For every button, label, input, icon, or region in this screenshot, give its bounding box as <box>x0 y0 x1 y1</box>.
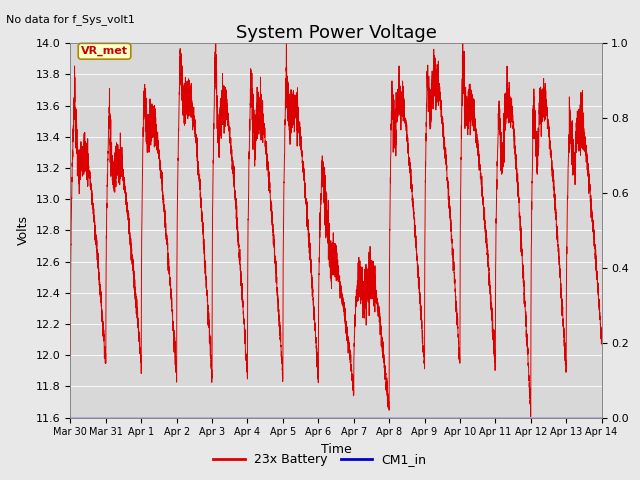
Legend: 23x Battery, CM1_in: 23x Battery, CM1_in <box>208 448 432 471</box>
Y-axis label: Volts: Volts <box>17 216 30 245</box>
Title: System Power Voltage: System Power Voltage <box>236 24 436 42</box>
Text: No data for f_Sys_volt1: No data for f_Sys_volt1 <box>6 14 135 25</box>
X-axis label: Time: Time <box>321 443 351 456</box>
Text: VR_met: VR_met <box>81 46 128 56</box>
